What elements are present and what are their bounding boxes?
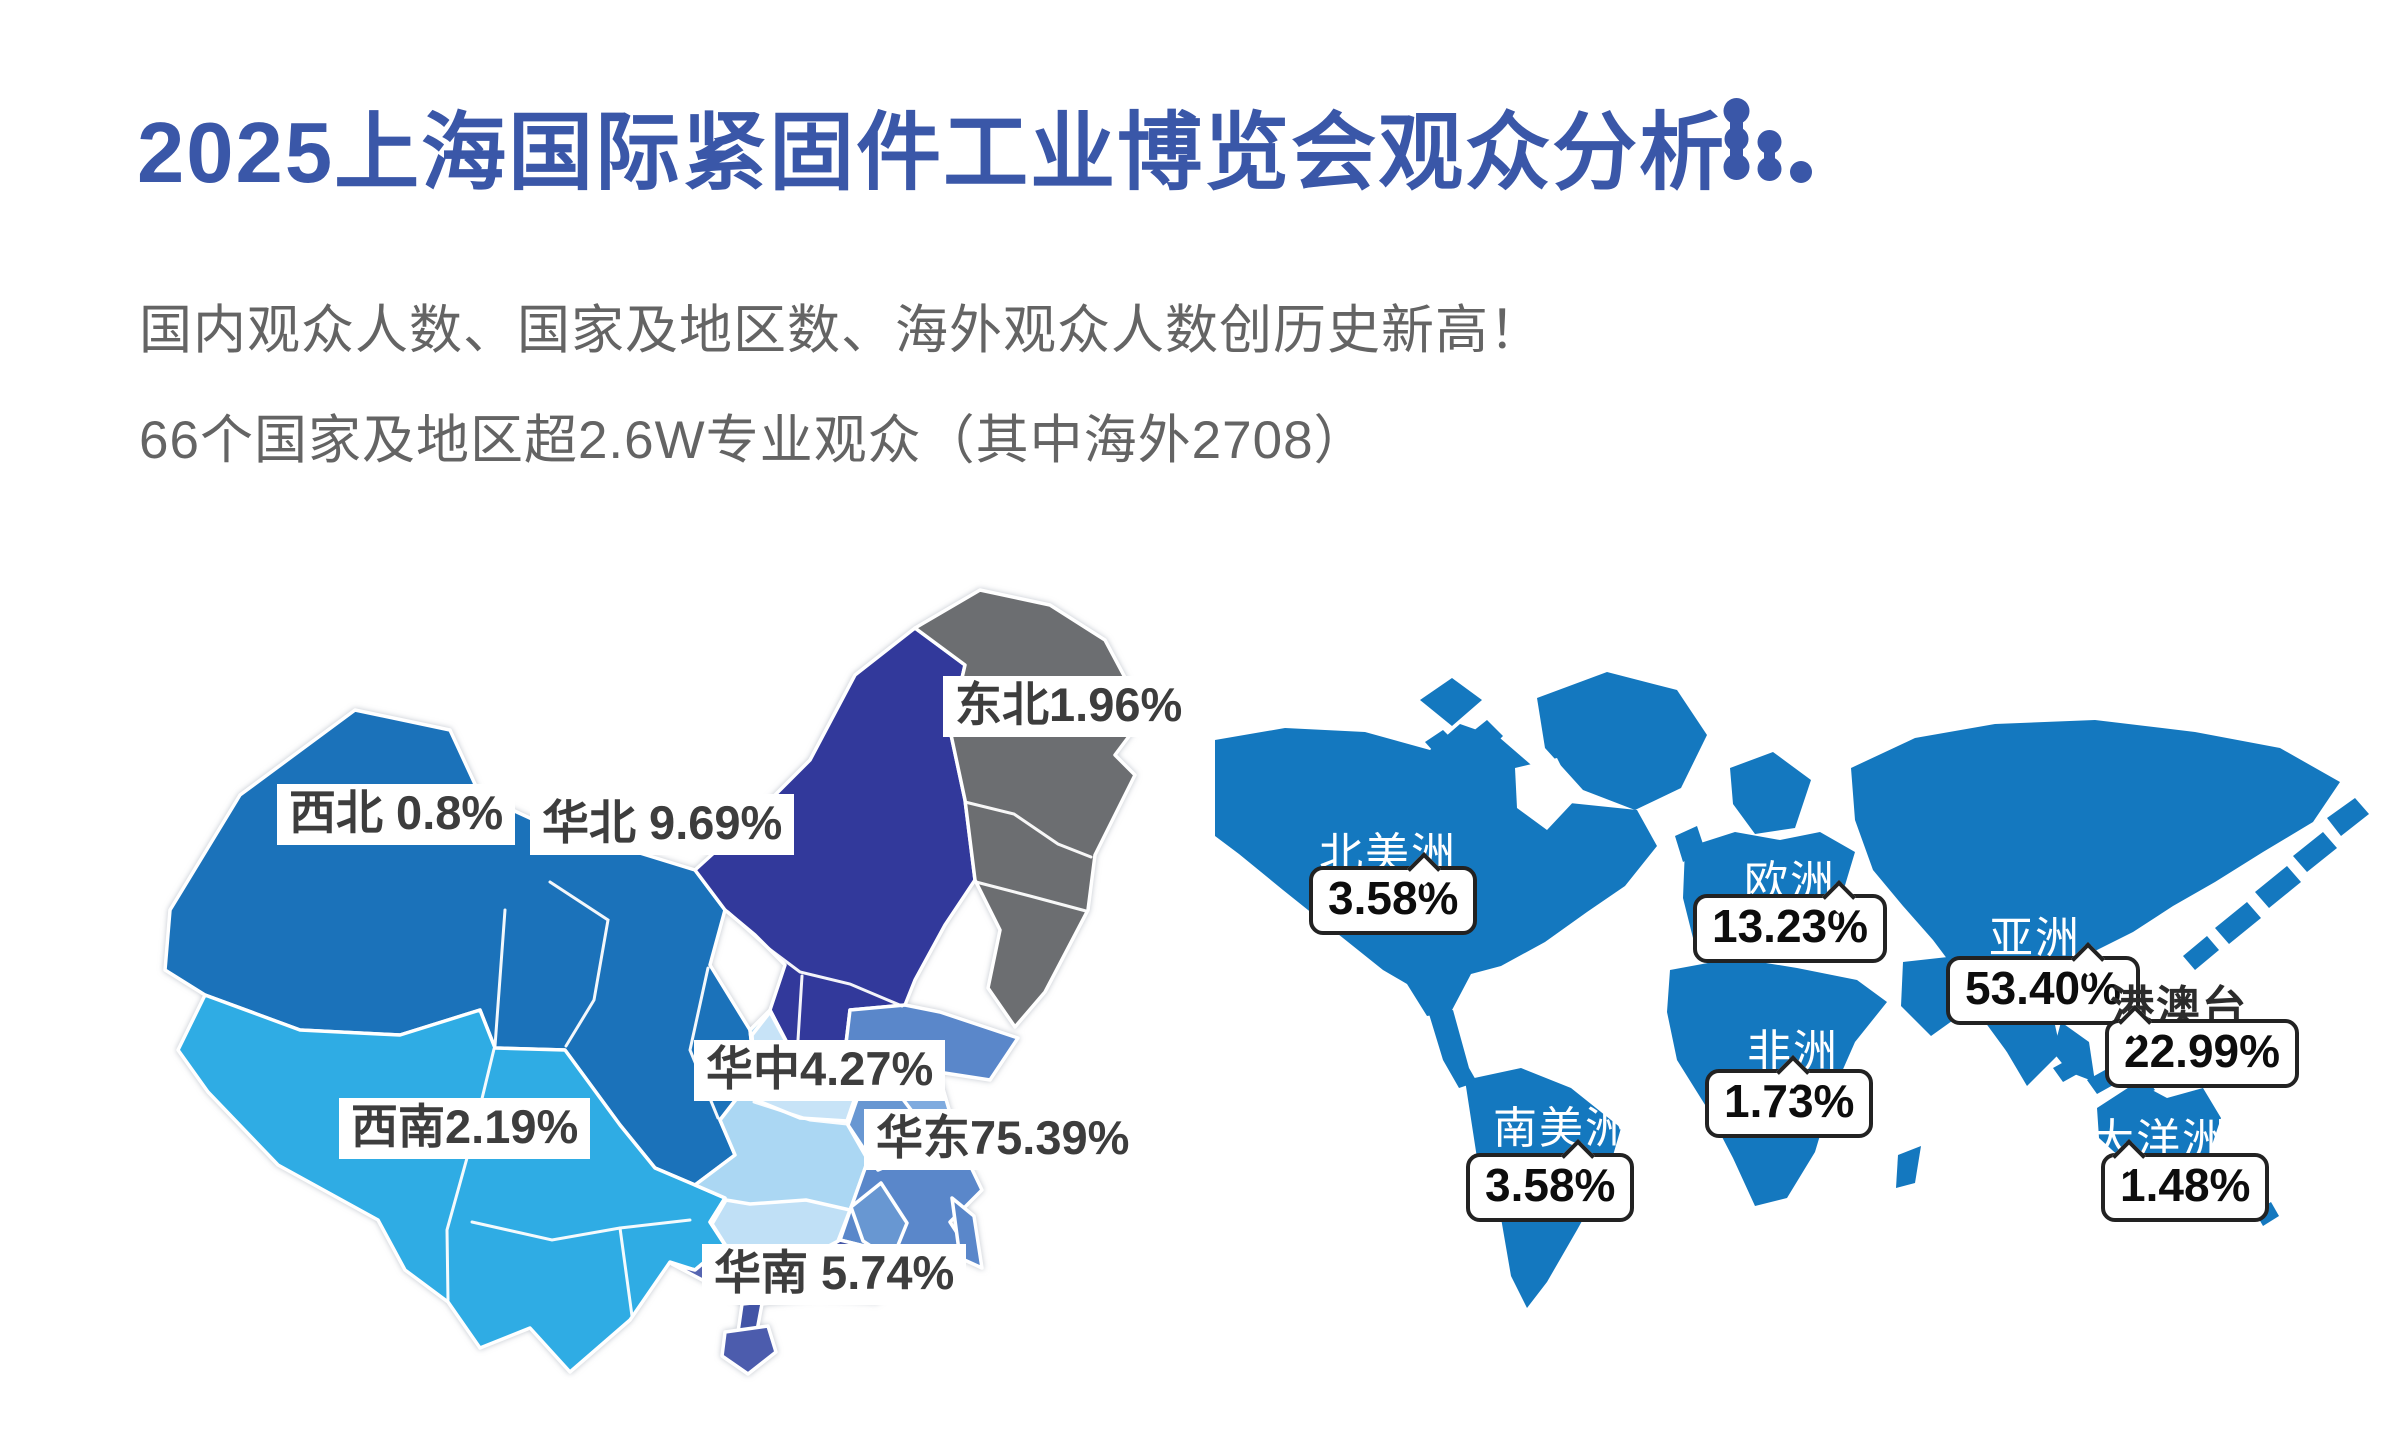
world-label-south-america: 南美洲 (1493, 1104, 1631, 1153)
indonesia-1 (2053, 1058, 2081, 1082)
japan-arc-2 (2293, 832, 2337, 872)
world-bubble-south-america: 3.58% (1466, 1153, 1635, 1222)
central-america (1429, 1010, 1477, 1088)
china-label-central: 华中4.27% (694, 1040, 946, 1101)
world-label-asia: 亚洲 (1989, 914, 2081, 963)
page-title: 2025上海国际紧固件工业博览会观众分析 (137, 106, 1727, 201)
china-region-map: 西北 0.8% 华北 9.69% 东北1.96% 西南2.19% 华中4.27%… (150, 580, 1195, 1390)
madagascar (1896, 1146, 1921, 1188)
alaska-islet-2 (1425, 730, 1457, 760)
world-bubble-africa: 1.73% (1705, 1069, 1874, 1138)
japan-arc-3 (2255, 866, 2301, 908)
china-label-north: 华北 9.69% (530, 794, 795, 855)
world-bubble-hk-macao-taiwan: 22.99% (2105, 1019, 2300, 1088)
world-continent-map: 北美洲 3.58% 欧洲 13.23% 亚洲 53.40% 港澳台 22.99%… (1215, 640, 2382, 1431)
china-label-northeast: 东北1.96% (943, 676, 1195, 737)
alaska-islet-1 (1467, 720, 1503, 752)
china-label-northwest: 西北 0.8% (277, 784, 516, 845)
world-bubble-oceania: 1.48% (2101, 1153, 2270, 1222)
japan-arc-5 (2183, 936, 2219, 970)
china-label-southwest: 西南2.19% (339, 1098, 591, 1159)
china-label-east: 华东75.39% (864, 1109, 1142, 1170)
japan-arc-1 (2327, 798, 2369, 836)
island-hainan (720, 1324, 778, 1376)
world-bubble-europe: 13.23% (1693, 894, 1888, 963)
molecule-dots-icon (1723, 98, 1812, 183)
world-bubble-asia: 53.40% (1946, 956, 2141, 1025)
province-jiangxi (849, 1181, 909, 1262)
china-label-south: 华南 5.74% (702, 1244, 967, 1305)
region-north (693, 626, 977, 1060)
world-bubble-north-america: 3.58% (1309, 866, 1478, 935)
hudson-bay (1515, 758, 1577, 830)
british-isles (1675, 826, 1705, 862)
province-borders (445, 800, 1093, 1318)
scandinavia (1730, 752, 1811, 834)
subtitle-line-2: 66个国家及地区超2.6W专业观众（其中海外2708） (139, 411, 1368, 470)
japan-arc-4 (2215, 902, 2261, 944)
subtitle-line-1: 国内观众人数、国家及地区数、海外观众人数创历史新高！ (139, 301, 1543, 360)
alaska (1420, 678, 1482, 726)
greenland (1537, 672, 1707, 810)
southeast-asia (2053, 1022, 2095, 1082)
